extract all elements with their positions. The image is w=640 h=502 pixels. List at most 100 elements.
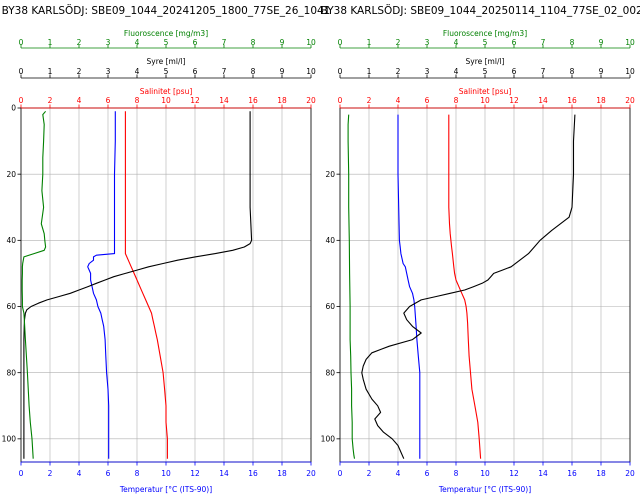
tick-label: 2 [396, 67, 401, 76]
tick-label: 6 [425, 469, 430, 478]
tick-label: 1 [48, 67, 53, 76]
tick-label: 18 [596, 96, 606, 105]
tick-label: 80 [325, 368, 335, 377]
tick-label: 9 [599, 38, 604, 47]
tick-label: 18 [596, 469, 606, 478]
tick-label: 8 [570, 67, 575, 76]
tick-label: 8 [251, 67, 256, 76]
tick-label: 5 [483, 38, 488, 47]
tick-label: 2 [367, 469, 372, 478]
series-line-fluorescence [347, 114, 356, 459]
x-axis-salinity: 0 2 4 6 8 10 12 14 16 18 20 Salinitet [psu] [19, 87, 316, 109]
tick-label: 6 [106, 96, 111, 105]
series-line-salinity [448, 114, 482, 459]
tick-label: 20 [6, 170, 16, 179]
tick-label: 80 [6, 368, 16, 377]
tick-label: 8 [454, 469, 459, 478]
tick-label: 9 [280, 38, 285, 47]
tick-label: 60 [6, 302, 16, 311]
tick-label: 0 [338, 38, 343, 47]
tick-label: 7 [222, 67, 227, 76]
series-line-oxygen [361, 114, 576, 459]
tick-label: 1 [367, 38, 372, 47]
tick-label: 4 [135, 67, 140, 76]
tick-label: 20 [325, 170, 335, 179]
tick-label: 2 [48, 96, 53, 105]
x-axis-fluorescence: 0 1 2 3 4 5 6 7 8 9 10 Fluoroscence [mg/m3] [19, 29, 316, 49]
tick-label: 0 [19, 469, 24, 478]
tick-label: 7 [541, 67, 546, 76]
tick-label: 0 [11, 104, 16, 113]
tick-label: 4 [77, 469, 82, 478]
tick-label: 8 [570, 38, 575, 47]
x-axis-temperature: 0 2 4 6 8 10 12 14 16 18 20 Temperatur [°C (ITS-90)… [19, 461, 316, 494]
tick-label: 16 [248, 469, 258, 478]
chart-panel-1: BY38 KARLSÖDJ: SBE09_1044_20241205_1800_… [2, 4, 331, 494]
tick-label: 6 [193, 38, 198, 47]
axis-label: Salinitet [psu] [140, 87, 193, 96]
tick-label: 14 [219, 469, 229, 478]
tick-label: 14 [219, 96, 229, 105]
tick-label: 100 [321, 435, 336, 444]
axis-label: Fluoroscence [mg/m3] [443, 29, 527, 38]
tick-label: 18 [277, 96, 287, 105]
tick-label: 4 [454, 38, 459, 47]
tick-label: 10 [306, 38, 316, 47]
tick-label: 10 [625, 38, 635, 47]
axis-label: Salinitet [psu] [459, 87, 512, 96]
axis-label: Fluoroscence [mg/m3] [124, 29, 208, 38]
tick-label: 100 [2, 435, 17, 444]
x-axis-oxygen: 0 1 2 3 4 5 6 7 8 9 10 Syre [ml/l] [19, 57, 316, 79]
tick-label: 2 [77, 67, 82, 76]
tick-label: 0 [19, 38, 24, 47]
tick-label: 12 [190, 96, 200, 105]
tick-label: 12 [190, 469, 200, 478]
axis-label: Syre [ml/l] [147, 57, 186, 66]
tick-label: 14 [538, 469, 548, 478]
tick-label: 0 [19, 96, 24, 105]
tick-label: 3 [106, 38, 111, 47]
tick-label: 10 [625, 67, 635, 76]
tick-label: 6 [193, 67, 198, 76]
tick-label: 40 [6, 236, 16, 245]
tick-label: 4 [454, 67, 459, 76]
tick-label: 16 [248, 96, 258, 105]
series-line-fluorescence [21, 110, 47, 459]
tick-label: 0 [338, 469, 343, 478]
x-axis-fluorescence: 0 1 2 3 4 5 6 7 8 9 10 Fluoroscence [mg/m3] [338, 29, 635, 49]
y-axis-depth: 0 20 40 60 80 100 [2, 104, 21, 444]
tick-label: 4 [77, 96, 82, 105]
tick-label: 40 [325, 236, 335, 245]
tick-label: 8 [135, 469, 140, 478]
series-line-temperature [87, 111, 116, 459]
tick-label: 2 [396, 38, 401, 47]
axis-label: Syre [ml/l] [466, 57, 505, 66]
tick-label: 2 [48, 469, 53, 478]
tick-label: 12 [509, 469, 519, 478]
tick-label: 3 [106, 67, 111, 76]
series-line-temperature [397, 114, 421, 459]
axis-label: Temperatur [°C (ITS-90)] [119, 485, 212, 494]
tick-label: 2 [367, 96, 372, 105]
tick-label: 8 [135, 96, 140, 105]
tick-label: 7 [541, 38, 546, 47]
tick-label: 5 [164, 67, 169, 76]
y-axis-depth: 20 40 60 80 100 [321, 170, 340, 444]
tick-label: 6 [512, 38, 517, 47]
tick-label: 10 [306, 67, 316, 76]
x-axis-salinity: 0 2 4 6 8 10 12 14 16 18 20 Salinitet [psu] [338, 87, 635, 109]
tick-label: 60 [325, 302, 335, 311]
tick-label: 3 [425, 38, 430, 47]
tick-label: 1 [367, 67, 372, 76]
tick-label: 9 [280, 67, 285, 76]
tick-label: 0 [19, 67, 24, 76]
tick-label: 18 [277, 469, 287, 478]
x-axis-oxygen: 0 1 2 3 4 5 6 7 8 9 10 Syre [ml/l] [338, 57, 635, 79]
tick-label: 20 [625, 96, 635, 105]
tick-label: 4 [135, 38, 140, 47]
tick-label: 4 [396, 96, 401, 105]
tick-label: 5 [483, 67, 488, 76]
tick-label: 6 [106, 469, 111, 478]
